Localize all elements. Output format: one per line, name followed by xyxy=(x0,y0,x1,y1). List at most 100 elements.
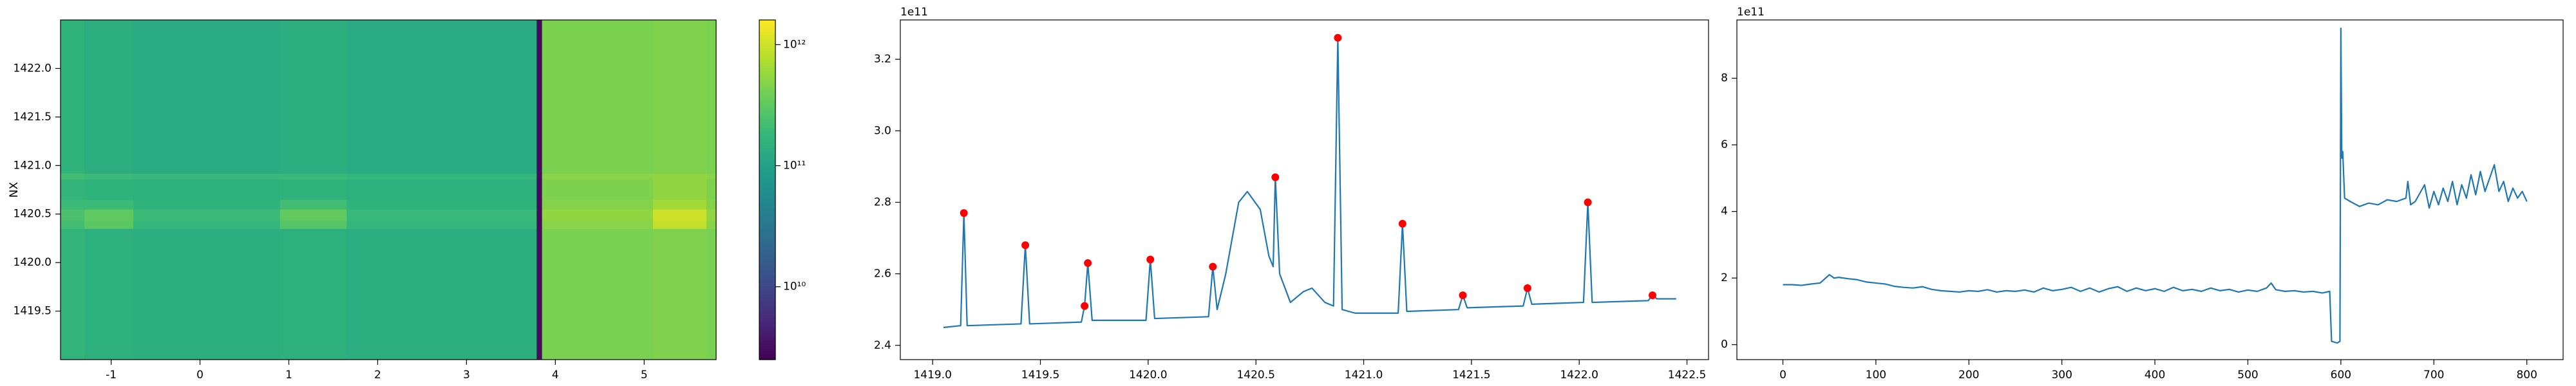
heatmap-cell xyxy=(346,173,537,179)
heatmap-cell xyxy=(84,179,134,200)
heatmap-cell xyxy=(346,179,537,200)
colorbar-segment xyxy=(759,136,775,140)
colorbar-segment xyxy=(759,124,775,128)
colorbar-segment xyxy=(759,215,775,219)
colorbar-segment xyxy=(759,326,775,329)
heatmap-cell xyxy=(542,20,654,174)
heatmap-cell xyxy=(542,173,654,179)
colorbar-segment xyxy=(759,79,775,83)
colorbar-segment xyxy=(759,62,775,66)
peak-marker xyxy=(960,209,968,217)
peak-marker xyxy=(1334,33,1342,42)
colorbar-segment xyxy=(759,237,775,241)
heatmap-cell xyxy=(653,209,707,221)
colorbar-segment xyxy=(759,71,775,75)
colorbar-segment xyxy=(759,235,775,239)
colorbar-segment xyxy=(759,53,775,57)
heatmap-cell xyxy=(61,209,85,221)
heatmap-cell xyxy=(84,199,134,210)
x-tick-label: 1 xyxy=(285,369,292,381)
heatmap-cell xyxy=(133,221,281,229)
colorbar-segment xyxy=(759,25,775,29)
x-tick-label: 0 xyxy=(1779,369,1786,381)
colorbar-segment xyxy=(759,93,775,97)
colorbar-segment xyxy=(759,142,775,145)
heatmap-cell xyxy=(706,199,717,210)
colorbar-frame xyxy=(759,19,776,360)
colorbar-segment xyxy=(759,212,775,216)
colorbar-segment xyxy=(759,184,775,188)
y-tick-label: 2.6 xyxy=(874,268,891,280)
colorbar-segment xyxy=(759,190,775,193)
peak-marker xyxy=(1084,259,1092,267)
colorbar-segment xyxy=(759,356,775,360)
colorbar-segment xyxy=(759,322,775,326)
colorbar-segment xyxy=(759,328,775,332)
colorbar-segment xyxy=(759,283,775,287)
colorbar-segment xyxy=(759,37,775,41)
heatmap-cell xyxy=(653,173,707,179)
y-tick-label: 1422.0 xyxy=(14,62,52,75)
colorbar-segment xyxy=(759,170,775,174)
colorbar-tick-label: 10¹⁰ xyxy=(783,280,806,293)
colorbar-segment xyxy=(759,342,775,346)
y-tick-label: 3.0 xyxy=(874,124,891,137)
colorbar-segment xyxy=(759,127,775,131)
axes-frame xyxy=(1736,19,2564,360)
heatmap-cell xyxy=(536,199,543,210)
peak-marker xyxy=(1523,284,1531,292)
heatmap-cell xyxy=(536,228,543,360)
x-tick-label: -1 xyxy=(106,369,117,381)
y-tick-label: 1420.0 xyxy=(14,256,52,269)
colorbar-segment xyxy=(759,130,775,134)
x-tick-label: 300 xyxy=(2051,369,2072,381)
colorbar-segment xyxy=(759,105,775,108)
colorbar-segment xyxy=(759,82,775,86)
colorbar-segment xyxy=(759,207,775,210)
heatmap-cell xyxy=(536,173,543,179)
colorbar-segment xyxy=(759,34,775,37)
colorbar-segment xyxy=(759,252,775,255)
colorbar-segment xyxy=(759,249,775,253)
x-tick-label: 500 xyxy=(2237,369,2258,381)
colorbar-segment xyxy=(759,209,775,213)
heatmap-cell xyxy=(542,209,654,221)
heatmap-cell xyxy=(653,20,707,174)
colorbar-segment xyxy=(759,351,775,354)
colorbar-segment xyxy=(759,223,775,227)
heatmap-cell xyxy=(133,173,281,179)
heatmap-cell xyxy=(84,228,134,360)
colorbar-segment xyxy=(759,218,775,221)
heatmap-cell xyxy=(653,199,707,210)
colorbar-segment xyxy=(759,221,775,225)
peak-marker xyxy=(1209,262,1217,271)
colorbar-segment xyxy=(759,116,775,120)
heatmap-cell xyxy=(542,199,654,210)
heatmap-cell xyxy=(542,228,654,360)
colorbar-segment xyxy=(759,257,775,261)
colorbar-segment xyxy=(759,152,775,156)
heatmap-cell xyxy=(653,221,707,229)
colorbar-segment xyxy=(759,161,775,165)
y-tick-label: 2.8 xyxy=(874,196,891,208)
heatmap-cell xyxy=(61,228,85,360)
peak-marker xyxy=(1648,291,1656,299)
colorbar-segment xyxy=(759,122,775,125)
heatmap-cell xyxy=(653,179,707,200)
x-tick-label: 1419.0 xyxy=(913,369,951,381)
colorbar-segment xyxy=(759,138,775,142)
colorbar-segment xyxy=(759,308,775,312)
heatmap-cell xyxy=(346,199,537,210)
heatmap-cell xyxy=(133,228,281,360)
colorbar-segment xyxy=(759,192,775,196)
colorbar-segment xyxy=(759,331,775,335)
heatmap-cell xyxy=(279,221,347,229)
colorbar-segment xyxy=(759,85,775,89)
colorbar-segment xyxy=(759,303,775,306)
colorbar-segment xyxy=(759,255,775,259)
colorbar-segment xyxy=(759,348,775,352)
x-tick-label: 800 xyxy=(2516,369,2537,381)
colorbar-segment xyxy=(759,99,775,103)
colorbar-segment xyxy=(759,167,775,170)
heatmap-cell xyxy=(536,20,543,174)
